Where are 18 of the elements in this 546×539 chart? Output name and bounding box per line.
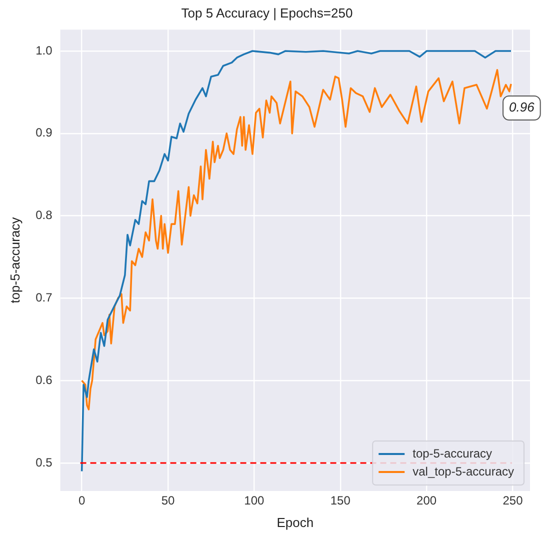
x-tick-label: 100 — [244, 494, 265, 508]
x-tick-label: 250 — [502, 494, 524, 508]
chart-title: Top 5 Accuracy | Epochs=250 — [181, 5, 353, 20]
x-tick-label: 200 — [416, 494, 437, 508]
y-tick-label: 0.9 — [36, 126, 53, 140]
y-tick-label: 0.7 — [36, 290, 53, 305]
y-tick-label: 1.0 — [36, 43, 53, 58]
y-axis-title: top-5-accuracy — [7, 216, 22, 304]
y-tick-label: 0.8 — [36, 208, 53, 222]
x-axis-title: Epoch — [276, 514, 314, 530]
annotation: 0.96 — [509, 100, 536, 115]
x-tick-label: 0 — [78, 494, 86, 508]
y-tick-label: 0.5 — [36, 455, 53, 470]
x-tick-label: 150 — [330, 494, 351, 508]
y-tick-label: 0.6 — [36, 372, 53, 387]
x-tick-label: 50 — [161, 494, 176, 508]
legend-label: top-5-accuracy — [412, 446, 492, 460]
legend-label: val_top-5-accuracy — [412, 464, 514, 478]
